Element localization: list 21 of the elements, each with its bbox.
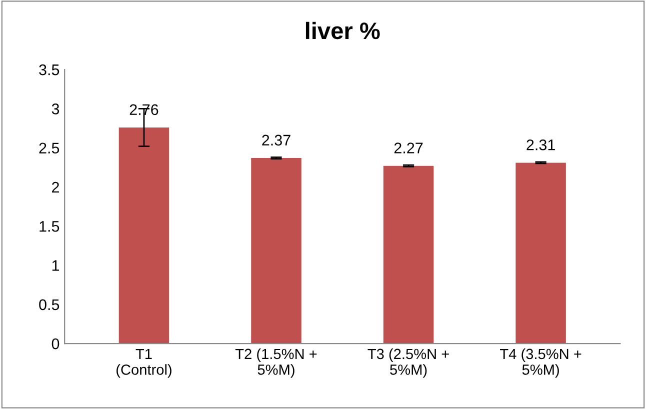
chart-title: liver % <box>306 22 380 40</box>
x-tick-label: T1 (Control) <box>116 348 172 378</box>
y-tick-label: 1.5 <box>40 221 60 232</box>
data-label: 2.76 <box>130 104 158 116</box>
x-tick-label: T3 (2.5%N + 5%M) <box>368 348 449 378</box>
bar <box>383 166 434 344</box>
data-label: 2.37 <box>262 134 290 146</box>
x-tick-label: T2 (1.5%N + 5%M) <box>235 348 317 378</box>
y-tick-label: 3 <box>52 104 60 114</box>
y-tick-label: 2.5 <box>39 142 60 154</box>
x-tick-label: T4 (3.5%N + 5%M) <box>500 348 582 378</box>
y-tick-label: 2 <box>52 182 59 193</box>
data-label: 2.27 <box>394 142 423 154</box>
y-tick-label: 0.5 <box>39 299 60 310</box>
y-tick-label: 3.5 <box>39 64 60 76</box>
bar <box>118 127 170 344</box>
y-tick-label: 1 <box>52 260 59 271</box>
bar <box>251 158 302 344</box>
data-label: 2.31 <box>526 139 555 150</box>
bar <box>516 162 566 344</box>
y-tick-label: 0 <box>52 338 60 350</box>
